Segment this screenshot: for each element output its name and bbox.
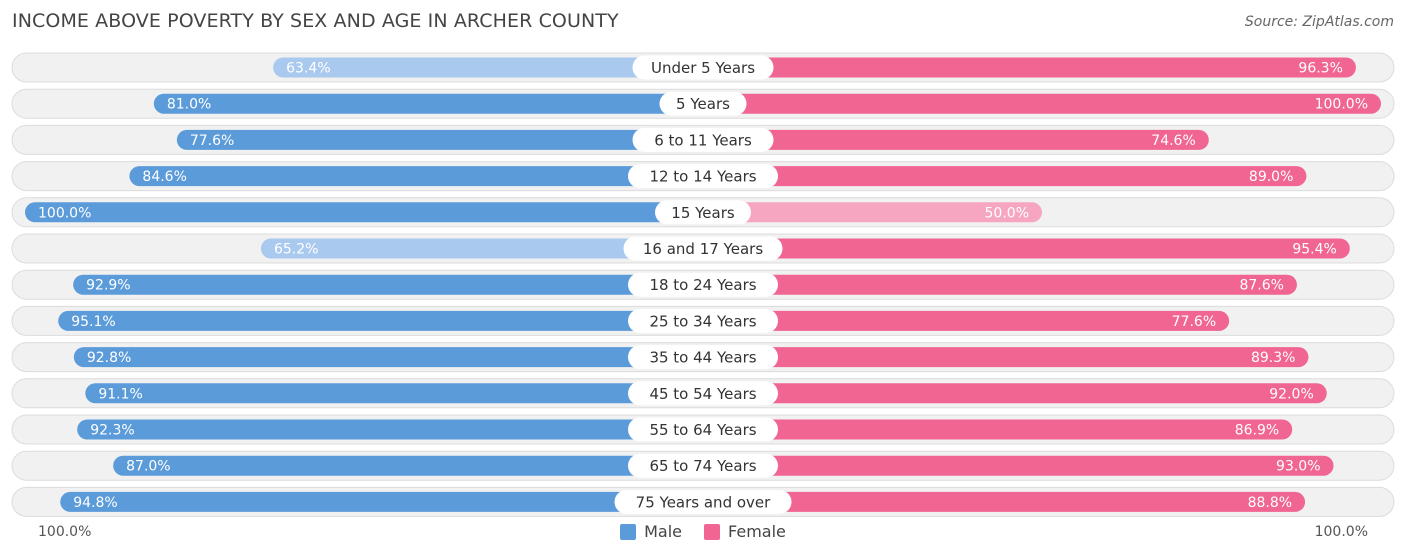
axis-right-label: 100.0%	[1314, 524, 1368, 540]
label-male-value: 92.8%	[87, 350, 131, 366]
label-male-value: 87.0%	[126, 459, 170, 475]
label-female-value: 100.0%	[1315, 97, 1368, 113]
category-label: 16 and 17 Years	[643, 240, 763, 258]
label-female-value: 87.6%	[1239, 278, 1283, 294]
bar-female	[703, 166, 1307, 187]
label-female-value: 88.8%	[1248, 495, 1292, 511]
label-male-value: 100.0%	[38, 205, 91, 221]
label-female-value: 95.4%	[1292, 242, 1336, 258]
chart-plot: 63.4% 96.3% Under 5 Years 81.0% 100.0% 5 Year…	[11, 52, 1395, 517]
bar-female	[703, 57, 1356, 78]
bar-female	[703, 93, 1381, 114]
bar-female	[703, 238, 1350, 259]
bar-male	[129, 166, 704, 187]
category-label: 5 Years	[676, 95, 730, 113]
label-female-value: 89.3%	[1251, 350, 1295, 366]
category-pill	[628, 453, 778, 478]
category-label: 6 to 11 Years	[654, 131, 752, 149]
category-label: 65 to 74 Years	[649, 457, 756, 475]
category-pill	[628, 164, 778, 189]
category-label: 75 Years and over	[636, 493, 771, 511]
category-pill	[628, 308, 778, 333]
chart-source: Source: ZipAtlas.com	[1244, 14, 1394, 30]
label-female-value: 96.3%	[1298, 61, 1342, 77]
label-male-value: 95.1%	[71, 314, 115, 330]
category-label: 35 to 44 Years	[649, 349, 756, 367]
label-male-value: 94.8%	[73, 495, 117, 511]
label-female-value: 89.0%	[1249, 169, 1293, 185]
label-female-value: 50.0%	[985, 205, 1029, 221]
category-pill	[628, 272, 778, 297]
bar-male	[153, 93, 703, 114]
bar-male	[85, 383, 704, 404]
bar-female	[703, 129, 1209, 150]
label-male-value: 92.9%	[86, 278, 130, 294]
category-label: 25 to 34 Years	[649, 312, 756, 330]
category-label: 45 to 54 Years	[649, 385, 756, 403]
label-male-value: 63.4%	[286, 61, 330, 77]
category-pill	[632, 55, 774, 80]
label-male-value: 77.6%	[190, 133, 234, 149]
category-pill	[659, 91, 747, 116]
bar-male	[73, 274, 703, 295]
bar-male	[58, 310, 704, 331]
bar-female	[703, 274, 1297, 295]
category-label: 18 to 24 Years	[649, 276, 756, 294]
category-pill	[628, 381, 778, 406]
bar-male	[73, 347, 704, 368]
bar-female	[703, 455, 1334, 476]
bar-female	[703, 383, 1327, 404]
category-pill	[628, 345, 778, 370]
label-male-value: 81.0%	[167, 97, 211, 113]
category-pill	[628, 417, 778, 442]
chart-legend: Male Female	[0, 522, 1406, 541]
label-female-value: 92.0%	[1269, 386, 1313, 402]
bar-male	[60, 491, 704, 512]
legend-label-male: Male	[644, 522, 683, 541]
chart-title: INCOME ABOVE POVERTY BY SEX AND AGE IN A…	[12, 10, 619, 32]
legend-swatch-female	[704, 523, 721, 540]
label-male-value: 92.3%	[90, 423, 134, 439]
legend-item-male[interactable]: Male	[620, 522, 682, 541]
category-label: 12 to 14 Years	[649, 168, 756, 186]
legend-item-female[interactable]: Female	[704, 522, 786, 541]
bar-female	[703, 419, 1293, 440]
legend-label-female: Female	[728, 522, 786, 541]
bar-male	[113, 455, 703, 476]
label-female-value: 77.6%	[1172, 314, 1216, 330]
label-male-value: 84.6%	[142, 169, 186, 185]
category-label: 55 to 64 Years	[649, 421, 756, 439]
bar-male	[260, 238, 703, 259]
bar-female	[703, 310, 1230, 331]
category-label: 15 Years	[671, 204, 735, 222]
category-pill	[623, 236, 783, 261]
axis-left-label: 100.0%	[38, 524, 92, 540]
label-female-value: 74.6%	[1151, 133, 1195, 149]
category-pill	[655, 200, 751, 225]
bar-male	[176, 129, 703, 150]
category-pill	[614, 489, 792, 514]
label-male-value: 91.1%	[98, 386, 142, 402]
category-label: Under 5 Years	[651, 59, 755, 77]
category-pill	[632, 127, 774, 152]
bar-female	[703, 347, 1309, 368]
bar-male	[273, 57, 703, 78]
label-female-value: 86.9%	[1235, 423, 1279, 439]
label-female-value: 93.0%	[1276, 459, 1320, 475]
bar-female	[703, 202, 1042, 223]
legend-swatch-male	[620, 523, 637, 540]
bar-male	[77, 419, 704, 440]
bar-male	[25, 202, 703, 223]
label-male-value: 65.2%	[274, 242, 318, 258]
bar-female	[703, 491, 1306, 512]
